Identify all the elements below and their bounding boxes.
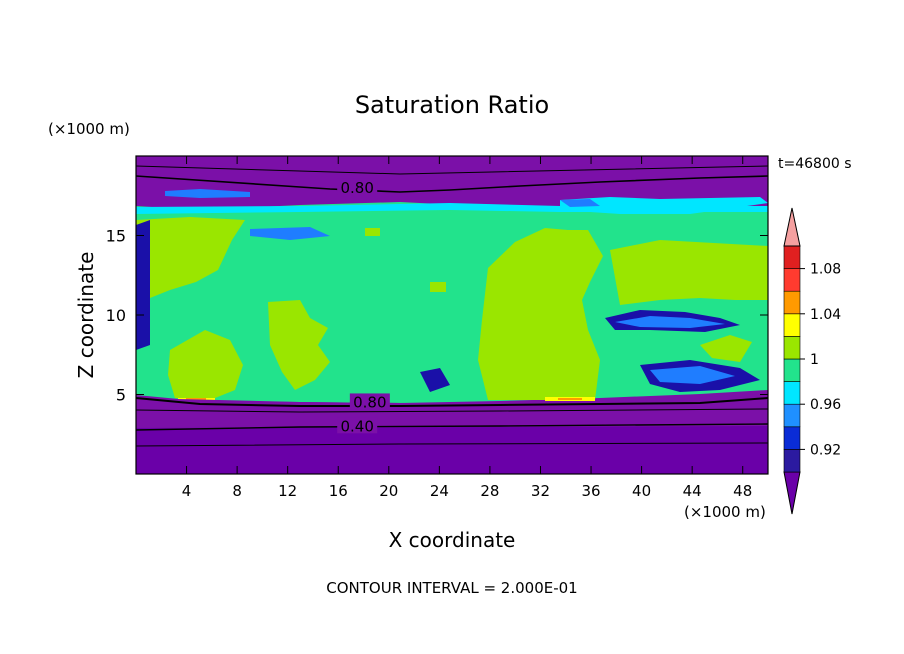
- region-patch-4: [650, 366, 735, 384]
- region-peak-4: [558, 398, 582, 400]
- colorbar-segment: [783, 313, 801, 337]
- colorbar-segment: [783, 381, 801, 405]
- region-lime-5: [610, 240, 768, 305]
- y-tick-label: 15: [106, 227, 126, 246]
- region-lime-6: [700, 335, 752, 362]
- region-lime-7: [430, 282, 446, 292]
- contour-line-lower-080: [136, 397, 768, 407]
- x-tick-label: 28: [480, 482, 499, 500]
- region-patch-6: [136, 220, 150, 350]
- region-lime-3: [268, 300, 330, 390]
- contour-line-upper-060: [136, 165, 768, 175]
- contour-label: 0.40: [340, 417, 373, 435]
- colorbar-segment: [783, 403, 801, 428]
- y-unit-label: (×1000 m): [48, 120, 130, 138]
- y-axis: 5 10 15: [106, 227, 768, 405]
- region-upper-blue-1: [165, 189, 250, 198]
- chart-title: Saturation Ratio: [355, 91, 549, 119]
- contour-labels: 0.80 0.80 0.40: [337, 178, 390, 435]
- contour-interval-note: CONTOUR INTERVAL = 2.000E-01: [326, 579, 577, 597]
- colorbar-label: 0.92: [810, 442, 841, 458]
- region-lime-2: [168, 330, 243, 398]
- colorbar-label: 1.08: [810, 262, 841, 278]
- colorbar-segment: [783, 426, 801, 450]
- contour-line-upper-080: [136, 175, 768, 193]
- y-axis-label: Z coordinate: [74, 252, 98, 379]
- colorbar-segment: [783, 358, 801, 382]
- contour-line-lower-060: [136, 408, 768, 413]
- colorbar-segment: [783, 290, 801, 315]
- colorbar: 1.08 1.04 1 0.96 0.92: [783, 207, 841, 515]
- region-patch-5: [420, 368, 450, 392]
- region-upper-cyan-2: [560, 197, 768, 214]
- contour-line-lower-040: [136, 423, 768, 431]
- x-tick-label: 36: [581, 482, 600, 500]
- contour-lines: [136, 165, 768, 447]
- colorbar-segment: [783, 268, 801, 292]
- x-tick-label: 8: [232, 482, 242, 500]
- colorbar-label: 1.04: [810, 307, 841, 323]
- colorbar-segment: [783, 245, 801, 269]
- x-tick-label: 12: [278, 482, 297, 500]
- x-tick-label: 32: [531, 482, 550, 500]
- colorbar-label: 1: [810, 352, 819, 368]
- time-label: t=46800 s: [778, 156, 852, 172]
- x-tick-label: 48: [733, 482, 752, 500]
- x-tick-label: 16: [329, 482, 348, 500]
- contour-label-bg: [337, 178, 378, 195]
- x-tick-label: 24: [430, 482, 449, 500]
- contour-line-lower-020: [136, 442, 768, 447]
- x-tick-label: 20: [379, 482, 398, 500]
- x-tick-label: 4: [182, 482, 192, 500]
- region-patch-2: [615, 316, 725, 328]
- region-upper-blue-2: [560, 199, 600, 207]
- x-tick-label: 40: [632, 482, 651, 500]
- contour-label: 0.80: [340, 179, 373, 197]
- region-lime-8: [365, 228, 380, 236]
- region-lime-1: [136, 217, 245, 302]
- colorbar-segment: [783, 336, 801, 360]
- y-tick-label: 5: [116, 386, 126, 405]
- contour-field: [136, 156, 768, 474]
- region-upper-blue-3: [250, 227, 330, 240]
- region-low-deep: [136, 426, 768, 474]
- contour-label-bg: [337, 417, 378, 434]
- contour-label-bg: [349, 393, 390, 410]
- x-axis-label: X coordinate: [389, 528, 516, 552]
- colorbar-over-arrow: [783, 207, 801, 247]
- colorbar-segment: [783, 449, 801, 473]
- x-unit-label: (×1000 m): [684, 503, 766, 521]
- contour-label: 0.80: [353, 393, 386, 411]
- y-tick-label: 10: [106, 306, 126, 325]
- x-axis: 4 8 12 16 20 24 28 32 36 40 44 48: [182, 156, 752, 500]
- x-tick-label: 44: [683, 482, 702, 500]
- colorbar-under-arrow: [783, 471, 801, 515]
- region-lime-4: [478, 228, 603, 400]
- colorbar-label: 0.96: [810, 397, 841, 413]
